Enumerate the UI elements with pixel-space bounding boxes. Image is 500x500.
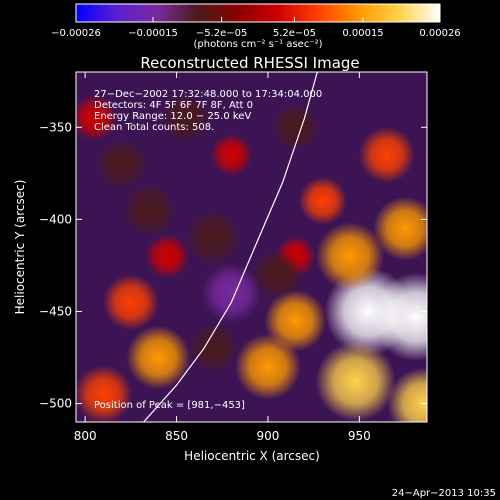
info-line: 27−Dec−2002 17:32:48.000 to 17:34:04.000: [94, 89, 322, 100]
heatmap-blob: [387, 367, 427, 422]
heatmap-blob: [145, 234, 190, 279]
y-axis-ticks: −350 −400 −450 −500: [39, 120, 427, 411]
x-tick-label: 850: [165, 429, 188, 443]
heatmap-blob: [251, 248, 304, 301]
x-tick-label: 950: [348, 429, 371, 443]
colorbar-tick-label: 0.00015: [342, 28, 383, 39]
x-axis-label: Heliocentric X (arcsec): [184, 449, 320, 463]
info-line: Detectors: 4F 5F 6F 7F 8F, Att 0: [94, 100, 253, 111]
colorbar-tick-label: 0.00026: [419, 28, 460, 39]
heatmap-blob: [76, 95, 118, 142]
solar-limb-curve: [143, 72, 318, 422]
colorbar-ticks: −0.00026 −0.00015 −5.2e−05 5.2e−05 0.00015 0.…: [51, 17, 461, 39]
colorbar-units-label: (photons cm⁻² s⁻¹ asec⁻²): [193, 39, 322, 50]
heatmap-blob: [315, 341, 396, 422]
x-tick-label: 800: [74, 429, 97, 443]
heatmap-blob: [76, 365, 133, 422]
info-line: Clean Total counts: 508.: [94, 122, 214, 133]
heatmap-blob: [95, 138, 148, 191]
y-tick-label: −400: [39, 212, 72, 226]
footer-timestamp: 24−Apr−2013 10:35: [392, 488, 496, 499]
heatmap-blob: [126, 325, 191, 390]
x-axis-ticks: 800 850 900 950: [74, 72, 371, 443]
heatmap-blob: [102, 274, 159, 331]
y-tick-label: −450: [39, 304, 72, 318]
heatmap-blob: [188, 323, 239, 374]
x-tick-label: 900: [257, 429, 280, 443]
y-tick-label: −500: [39, 397, 72, 411]
plot-frame: [75, 71, 428, 423]
observation-info: 27−Dec−2002 17:32:48.000 to 17:34:04.000…: [94, 89, 322, 133]
heatmap-blob: [122, 183, 177, 238]
heatmap-blobs: [76, 93, 427, 422]
colorbar-tick-label: −5.2e−05: [196, 28, 248, 39]
heatmap-blob: [373, 196, 427, 261]
heatmap-blob: [316, 222, 385, 291]
heatmap-blob: [201, 263, 262, 324]
info-line: Energy Range: 12.0 − 25.0 keV: [94, 111, 251, 122]
y-axis-label: Heliocentric Y (arcsec): [13, 180, 27, 315]
heatmap-blob: [271, 103, 320, 152]
colorbar: [75, 3, 441, 23]
heatmap-blob: [234, 333, 301, 400]
heatmap-blob: [298, 176, 347, 225]
y-tick-label: −350: [39, 120, 72, 134]
colorbar-tick-label: 5.2e−05: [273, 28, 316, 39]
heatmap-blob: [160, 93, 211, 144]
heatmap-blob: [210, 133, 253, 176]
colorbar-tick-label: −0.00015: [128, 28, 178, 39]
heatmap-blob: [185, 209, 242, 266]
plot-area: [76, 72, 427, 422]
colorbar-tick-label: −0.00026: [51, 28, 101, 39]
peak-position-label: Position of Peak = [981,−453]: [94, 400, 245, 411]
heatmap-blob: [358, 126, 415, 183]
heatmap-blob: [372, 273, 427, 361]
chart-title: Reconstructed RHESSI Image: [140, 54, 359, 72]
